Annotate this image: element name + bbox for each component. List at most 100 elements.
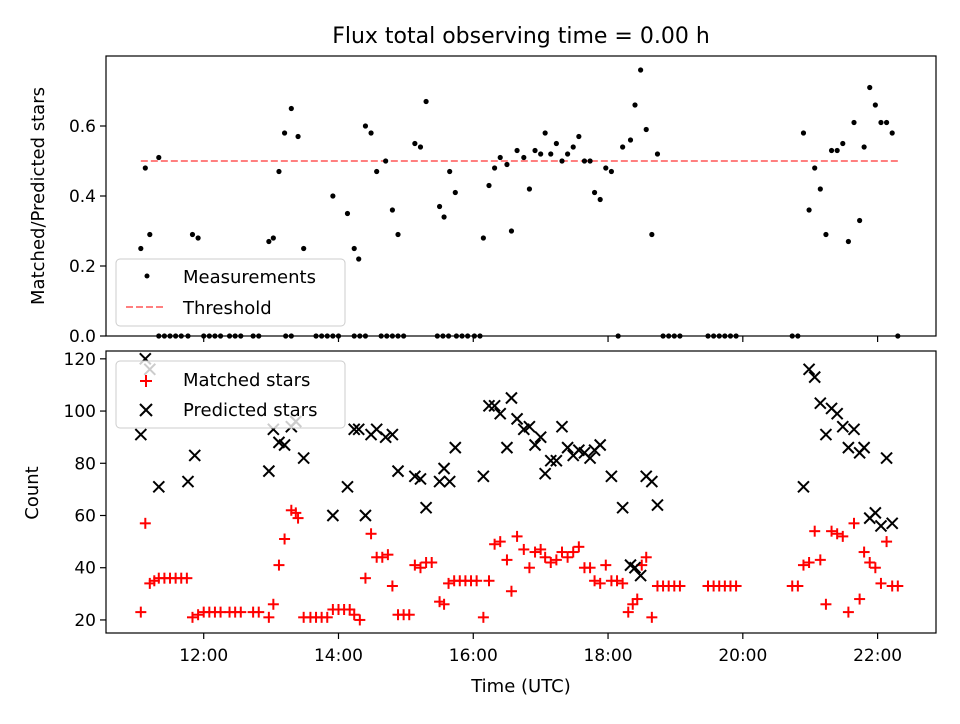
matched-star-point	[359, 572, 371, 584]
measurement-point	[142, 165, 148, 171]
matched-star-point	[640, 551, 652, 563]
matched-star-point	[139, 517, 151, 529]
predicted-star-point	[885, 517, 899, 530]
predicted-star-point	[326, 509, 340, 522]
measurement-point	[872, 102, 878, 108]
measurement-point	[532, 147, 538, 154]
measurement-point	[795, 333, 801, 339]
measurement-point	[643, 126, 649, 133]
matched-star-point	[535, 543, 547, 555]
matched-star-point	[267, 598, 279, 610]
matched-star-point	[809, 525, 821, 537]
measurement-point	[806, 207, 812, 213]
measurement-point	[705, 333, 711, 339]
measurement-point	[147, 231, 153, 238]
measurement-point	[727, 333, 734, 339]
measurement-point	[521, 154, 527, 161]
matched-star-point	[631, 593, 643, 605]
count-panel: 20 40 60 80 100 120 12:00 14:00 16:00 18:00 20:00…	[22, 350, 937, 697]
count-x-tick-label: 18:00	[584, 646, 633, 666]
matched-star-point	[382, 549, 394, 561]
predicted-star-point	[593, 438, 607, 452]
legend-marker-matched-stars	[140, 375, 152, 387]
ratio-y-tick-label: 0.6	[69, 117, 96, 137]
count-y-tick-label: 80	[74, 454, 96, 474]
measurement-point	[716, 333, 722, 339]
matched-star-point	[573, 541, 585, 553]
matched-star-point	[831, 528, 843, 540]
predicted-star-point	[262, 464, 276, 478]
matched-star-point	[523, 562, 535, 574]
predicted-star-point	[628, 561, 642, 574]
matched-star-point	[622, 606, 634, 618]
measurement-point	[834, 147, 840, 154]
measurement-point	[447, 168, 453, 175]
matched-star-point	[539, 551, 551, 563]
predicted-star-point	[842, 441, 855, 454]
matched-star-point	[562, 551, 574, 563]
measurement-point	[565, 151, 571, 157]
matched-star-point	[505, 585, 517, 597]
matched-star-point	[403, 609, 415, 621]
predicted-star-point	[802, 363, 816, 376]
measurement-point	[374, 168, 380, 175]
matched-star-point	[279, 533, 291, 545]
predicted-star-point	[278, 438, 291, 452]
count-plot-frame	[105, 350, 937, 634]
measurement-point	[217, 333, 224, 339]
measurement-point	[156, 333, 162, 339]
measurement-point	[189, 231, 196, 238]
predicted-star-point	[836, 420, 849, 433]
ratio-legend-box	[115, 258, 346, 327]
measurement-point	[608, 168, 615, 175]
matched-star-point	[354, 614, 366, 626]
count-x-tick-label: 20:00	[718, 646, 767, 666]
predicted-star-point	[134, 428, 148, 441]
ratio-panel: 0.0 0.2 0.4 0.6 Matched/Predicted stars Mea…	[28, 55, 937, 347]
predicted-star-point	[386, 428, 399, 441]
predicted-star-point	[544, 454, 557, 467]
measurement-point	[615, 333, 621, 339]
legend-marker-predicted-stars	[139, 403, 153, 417]
predicted-star-point	[341, 480, 354, 493]
measurement-point	[867, 84, 873, 91]
measurement-point	[538, 151, 544, 157]
matched-star-point	[820, 598, 832, 610]
matched-star-point	[438, 598, 450, 610]
matched-star-point	[892, 580, 904, 592]
measurement-point	[330, 333, 336, 339]
measurement-point	[845, 238, 851, 245]
count-y-tick-label: 120	[64, 350, 96, 370]
matched-star-point	[854, 593, 866, 605]
matched-star-point	[881, 536, 893, 548]
predicted-star-point	[819, 428, 833, 441]
matched-star-point	[545, 557, 557, 568]
measurement-point	[441, 214, 447, 220]
matched-star-point	[646, 611, 658, 623]
matched-star-point	[826, 525, 838, 537]
measurement-point	[389, 333, 396, 339]
measurement-point	[301, 245, 307, 252]
predicted-star-point	[391, 464, 405, 478]
measurement-point	[423, 98, 429, 105]
predicted-star-point	[847, 423, 861, 436]
measurement-point	[324, 333, 330, 339]
measurement-point	[789, 333, 795, 339]
matched-star-point	[386, 580, 398, 592]
matched-star-point	[443, 577, 455, 589]
matched-star-point	[290, 507, 302, 519]
measurement-point	[508, 228, 515, 234]
measurement-point	[335, 333, 342, 339]
measurement-point	[627, 137, 634, 143]
measurement-point	[576, 133, 582, 140]
predicted-star-point	[443, 475, 456, 488]
measurement-point	[471, 333, 477, 339]
legend-label-measurements: Measurements	[183, 267, 316, 288]
predicted-star-point	[494, 407, 507, 420]
measurement-point	[138, 245, 144, 252]
predicted-star-point	[830, 407, 844, 420]
predicted-star-point	[414, 472, 427, 486]
predicted-star-point	[419, 501, 433, 514]
measurement-point	[632, 102, 638, 108]
